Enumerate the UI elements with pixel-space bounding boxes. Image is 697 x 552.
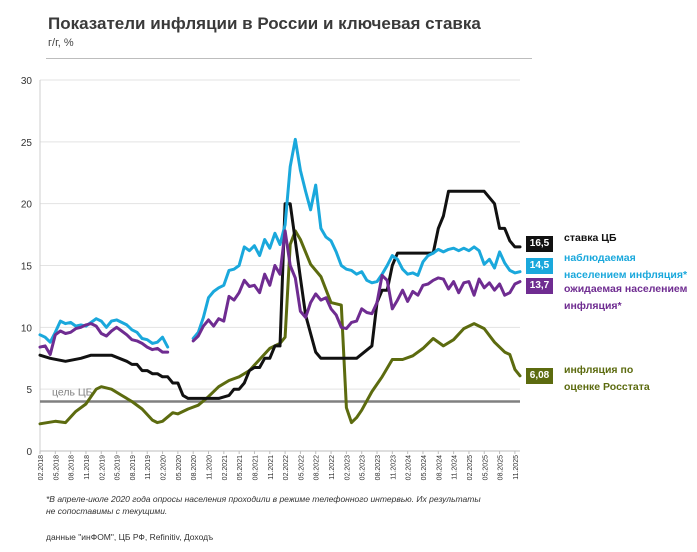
x-tick-label: 02.2022 [283, 455, 290, 480]
x-tick-label: 08.2018 [69, 455, 76, 480]
series-line [38, 322, 170, 356]
series-line [38, 317, 170, 349]
x-tick-label: 08.2025 [498, 455, 505, 480]
x-tick-label: 02.2025 [467, 455, 474, 480]
x-tick-label: 08.2022 [314, 455, 321, 480]
rosstat-inflation-value-badge: 6,08 [526, 368, 553, 384]
y-tick-label: 15 [21, 262, 33, 273]
target-label: цель ЦБ [52, 387, 93, 399]
data-source: данные "инФОМ", ЦБ РФ, Refinitiv, Доходъ [46, 532, 214, 542]
series-line [191, 137, 522, 340]
y-tick-labels: 0 5 10 15 20 25 30 [21, 76, 33, 458]
title-divider [46, 58, 532, 59]
target-line: цель ЦБ [40, 387, 520, 403]
legend-rosstat: инфляция по оценке Росстата [564, 362, 650, 396]
x-tick-label: 08.2020 [191, 455, 198, 480]
x-tick-label: 05.2019 [115, 455, 122, 480]
legend-observed-label-1: наблюдаемая [564, 252, 636, 264]
y-tick-label: 10 [21, 323, 33, 334]
x-tick-label: 02.2021 [222, 455, 229, 480]
series-line [191, 229, 522, 343]
x-tick-label: 08.2021 [252, 455, 259, 480]
x-tick-label: 02.2023 [344, 455, 351, 480]
x-tick-label: 05.2021 [237, 455, 244, 480]
y-tick-label: 0 [26, 447, 32, 458]
x-tick-label: 11.2022 [329, 455, 336, 480]
series-line [38, 189, 522, 400]
footnote: *В апреле-июле 2020 года опросы населени… [46, 494, 481, 516]
x-tick-label: 08.2024 [436, 455, 443, 480]
x-tick-label: 02.2018 [38, 455, 45, 480]
x-tick-label: 11.2025 [513, 455, 520, 480]
x-tick-label: 11.2019 [145, 455, 152, 480]
x-tick-label: 11.2018 [84, 455, 91, 480]
x-tick-label: 08.2019 [130, 455, 137, 480]
expected-inflation-value-badge: 13,7 [526, 278, 553, 294]
legend-expected-label-2: инфляция* [564, 300, 622, 312]
x-tick-label: 05.2020 [176, 455, 183, 480]
series-lines [38, 137, 522, 426]
observed-inflation-value-badge: 14,5 [526, 258, 553, 274]
x-tick-label: 11.2020 [207, 455, 214, 480]
x-tick-label: 02.2020 [161, 455, 168, 480]
axes [39, 80, 520, 454]
y-tick-label: 20 [21, 200, 33, 211]
legend-key-rate-label: ставка ЦБ [564, 232, 617, 244]
chart-subtitle: г/г, % [48, 37, 74, 49]
x-tick-label: 05.2025 [482, 455, 489, 480]
legend-observed: наблюдаемая населением инфляция* [564, 250, 687, 284]
series-line [38, 229, 522, 426]
legend-rosstat-label-2: оценке Росстата [564, 381, 650, 393]
x-tick-label: 08.2023 [375, 455, 382, 480]
y-tick-label: 5 [26, 385, 32, 396]
x-tick-label: 05.2024 [421, 455, 428, 480]
chart-title: Показатели инфляции в России и ключевая … [48, 14, 481, 33]
x-tick-label: 11.2023 [390, 455, 397, 480]
legend-key-rate: ставка ЦБ [564, 230, 617, 247]
x-tick-label: 05.2018 [53, 455, 60, 480]
legend-rosstat-label-1: инфляция по [564, 364, 634, 376]
legend-observed-label-2: населением инфляция* [564, 269, 688, 281]
y-tick-label: 25 [21, 138, 33, 149]
legend-expected-label-1: ожидаемая населением [564, 283, 688, 295]
y-tick-label: 30 [21, 76, 33, 87]
x-tick-label: 05.2022 [298, 455, 305, 480]
x-tick-labels: 02.2018 05.2018 08.2018 11.2018 02.2019 05.20… [38, 455, 520, 480]
x-tick-label: 11.2024 [452, 455, 459, 480]
x-tick-label: 02.2019 [99, 455, 106, 480]
legend-expected: ожидаемая населением инфляция* [564, 281, 687, 315]
key-rate-value-badge: 16,5 [526, 236, 553, 252]
x-tick-label: 05.2023 [360, 455, 367, 480]
x-tick-label: 02.2024 [406, 455, 413, 480]
x-tick-label: 11.2021 [268, 455, 275, 480]
